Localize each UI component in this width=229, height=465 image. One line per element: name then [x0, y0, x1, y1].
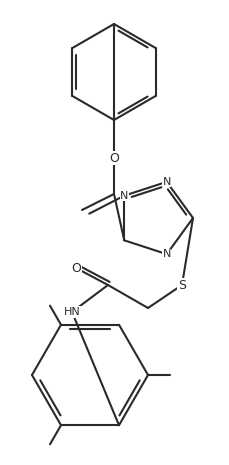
Text: O: O	[71, 261, 81, 274]
Text: S: S	[178, 279, 186, 292]
Text: O: O	[109, 152, 119, 165]
Text: N: N	[163, 249, 171, 259]
Text: N: N	[163, 177, 171, 187]
Text: HN: HN	[64, 307, 80, 317]
Text: N: N	[120, 191, 128, 201]
